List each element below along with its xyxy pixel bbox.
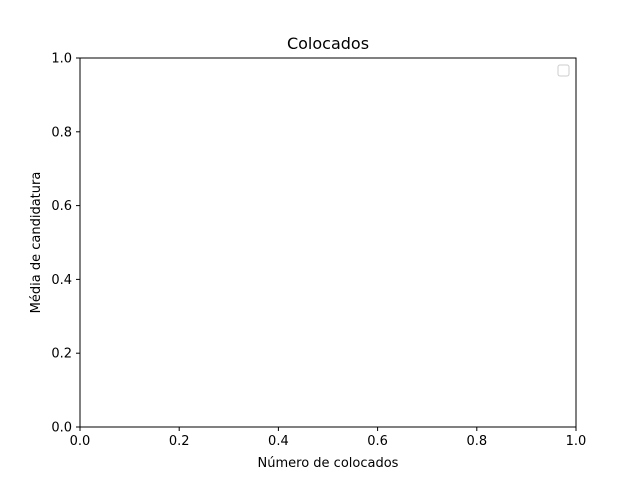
y-tick-label: 0.4 — [51, 273, 72, 288]
x-tick-label: 0.8 — [466, 434, 487, 449]
x-tick-label: 0.4 — [268, 434, 289, 449]
legend-box — [557, 64, 570, 77]
y-tick-label: 1.0 — [51, 52, 72, 67]
plot-area — [79, 57, 577, 428]
chart-title: Colocados — [287, 34, 369, 53]
y-tick-label: 0.0 — [51, 421, 72, 436]
y-tick-label: 0.2 — [51, 347, 72, 362]
y-axis-label: Média de candidatura — [29, 172, 44, 314]
y-tick-label: 0.6 — [51, 199, 72, 214]
x-axis-ticks: 0.0 0.2 0.4 0.6 0.8 1.0 — [70, 427, 587, 449]
y-axis-ticks: 0.0 0.2 0.4 0.6 0.8 1.0 — [51, 52, 80, 436]
x-axis-label: Número de colocados — [258, 456, 399, 471]
x-tick-label: 0.6 — [367, 434, 388, 449]
y-tick-label: 0.8 — [51, 125, 72, 140]
x-tick-label: 1.0 — [566, 434, 587, 449]
x-tick-label: 0.0 — [70, 434, 91, 449]
x-tick-label: 0.2 — [169, 434, 190, 449]
